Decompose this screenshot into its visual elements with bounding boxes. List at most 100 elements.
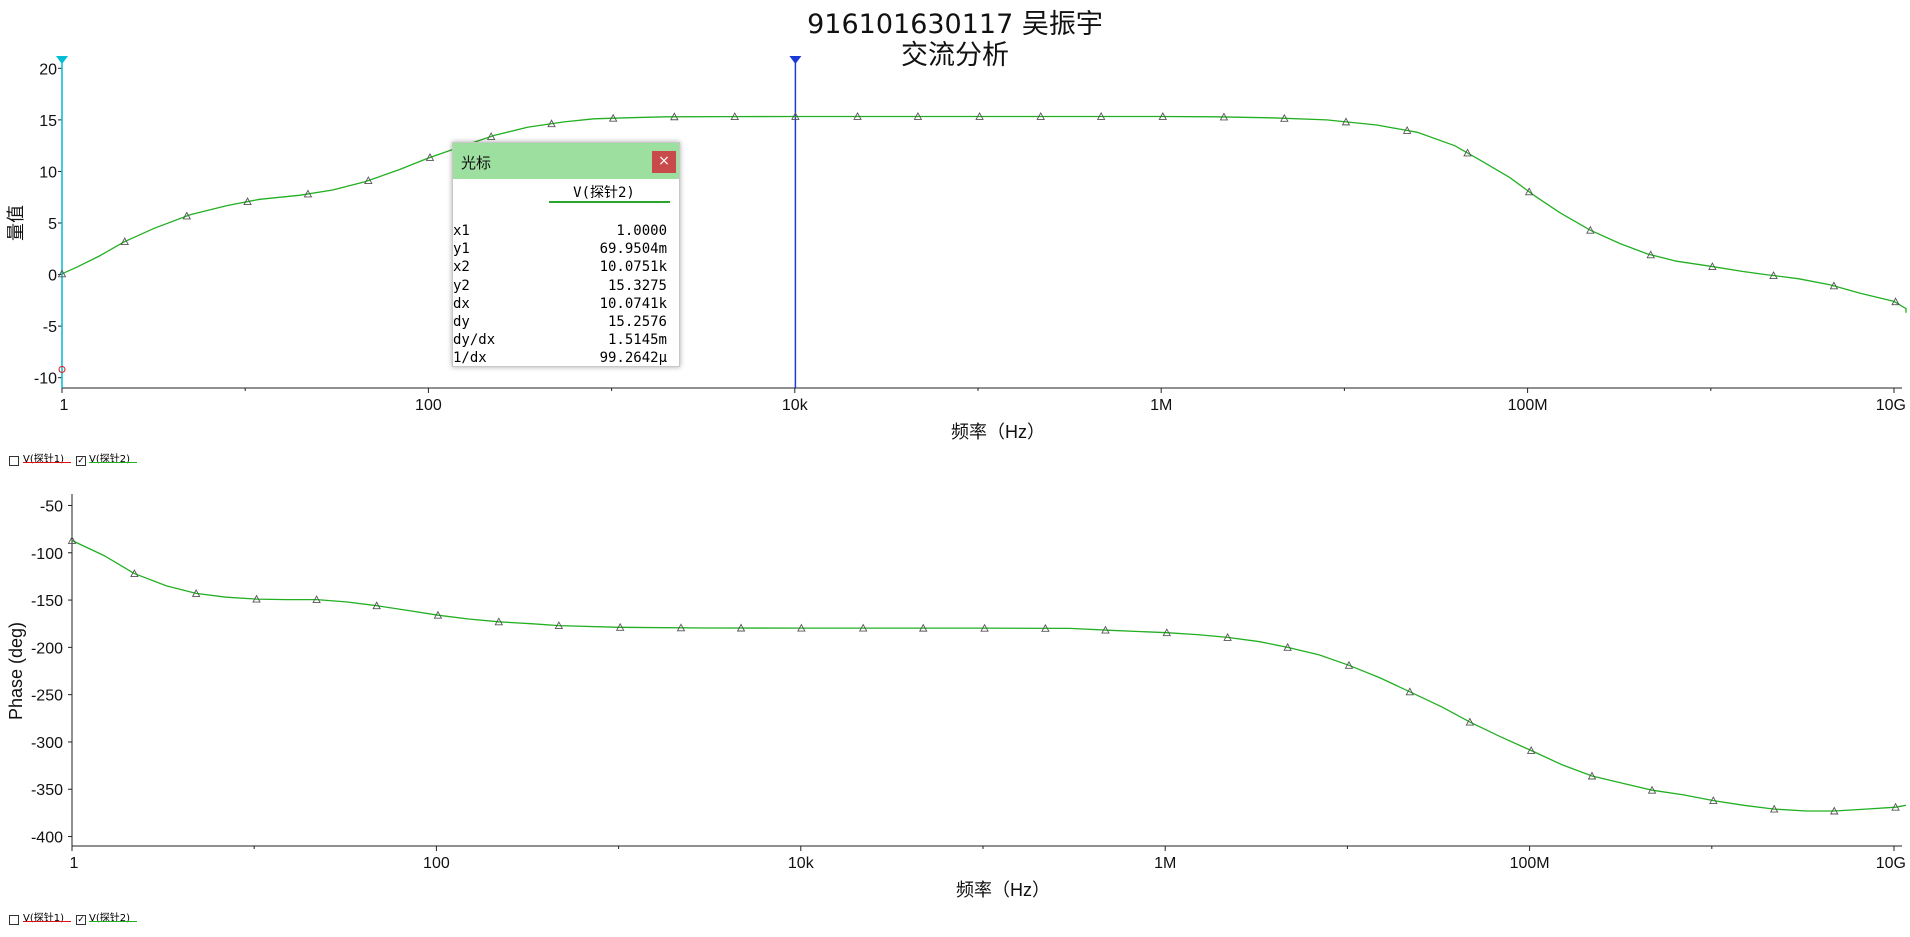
x-axis-label: 频率（Hz） [956,880,1050,900]
data-marker [797,623,806,632]
readout-key: dx [453,295,470,312]
data-marker [494,617,504,626]
y-tick-label: -350 [31,782,63,799]
y-tick-label: 20 [39,61,57,78]
data-marker [243,197,252,206]
data-marker [913,112,923,120]
legend-checkbox-probe1[interactable] [9,456,19,466]
y-tick-label: -400 [31,830,63,847]
cursor-window-trace-label: V(探针2) [573,185,635,201]
legend-checkbox-probe2[interactable]: ✓ [76,915,86,925]
x-tick-label: 100M [1508,397,1548,414]
data-marker [120,237,129,246]
data-marker [1524,187,1534,196]
data-marker [919,623,928,632]
data-marker [1344,660,1354,669]
data-marker [1162,628,1172,637]
readout-key: x2 [453,259,470,276]
readout-row: x2 10.0751k [453,258,679,276]
x-tick-label: 100 [415,397,442,414]
legend-label-probe2: V(探针2) [89,454,131,465]
y-tick-label: -100 [31,546,63,563]
data-marker [1405,687,1415,696]
cursor-2-flag [789,56,802,64]
readout-value: 69.9504m [599,241,667,258]
data-marker [670,112,679,121]
data-marker [736,623,746,632]
cursor-1-flag [56,56,68,64]
legend-line-probe1 [23,462,71,463]
x-tick-label: 100 [423,855,450,872]
legend-label-probe1: V(探针1) [23,454,65,465]
legend-line-probe2 [89,921,137,922]
legend-label-probe1: V(探针1) [23,913,65,924]
cursor-readout-table: x1 1.0000 y1 69.9504m x2 10.0751k y2 15.3275… [453,222,679,368]
readout-row: x1 1.0000 [453,222,679,240]
data-marker [191,588,201,597]
y-tick-label: -300 [31,735,63,752]
close-button[interactable]: × [652,151,676,173]
readout-row: dy/dx 1.5145m [453,331,679,349]
data-marker [1402,125,1412,134]
y-tick-label: -250 [31,688,63,705]
readout-value: 1.5145m [607,332,667,349]
x-tick-label: 10k [788,855,815,872]
chart-subtitle: 交流分析 [901,40,1009,71]
cursor-window-header[interactable]: 光标 × [453,143,679,179]
readout-value: 10.0741k [599,295,667,312]
cursor-window-trace-line [549,201,670,203]
data-marker [303,189,313,198]
cursor-window[interactable]: 光标 × V(探针2) x1 1.0000 y1 69.9504m x2 10.075… [452,142,680,367]
readout-value: 1.0000 [616,223,667,239]
x-tick-label: 10G [1876,397,1906,414]
readout-value: 15.2576 [607,313,667,330]
data-marker [433,610,443,619]
trace-line-probe2 [71,539,1907,812]
x-axis-label: 频率（Hz） [951,422,1045,442]
data-marker [1769,271,1778,279]
data-marker [1829,281,1839,290]
data-marker [1587,771,1597,780]
readout-key: 1/dx [453,350,487,367]
readout-value: 10.0751k [599,259,667,276]
y-axis-label: 量值 [6,205,26,241]
x-tick-label: 100M [1510,855,1550,872]
data-marker [730,112,739,121]
trace-line-probe2 [61,115,1907,313]
x-tick-label: 1M [1150,397,1172,414]
data-marker [980,623,989,632]
readout-key: dy/dx [453,332,496,349]
data-marker [615,622,625,631]
readout-row: 1/dx 99.2642μ [453,349,679,367]
data-marker [791,112,800,120]
data-marker [1830,806,1839,815]
data-marker [1219,112,1229,121]
y-tick-label: 15 [39,113,57,130]
data-marker [425,153,435,161]
legend-line-probe1 [23,921,71,922]
data-marker [1526,746,1536,754]
readout-key: dy [453,313,470,330]
x-tick-label: 10G [1876,855,1906,872]
data-marker [1647,785,1657,794]
x-tick-label: 1 [70,855,79,872]
data-marker [1586,225,1595,234]
data-marker [57,269,67,278]
data-marker [1041,623,1050,632]
data-marker [130,569,139,578]
legend-checkbox-probe1[interactable] [9,915,19,925]
chart-title: 916101630117 吴振宇 [807,9,1103,40]
y-tick-label: -150 [31,593,63,610]
data-marker [858,623,868,632]
data-marker [1769,804,1779,813]
readout-key: y1 [453,241,470,258]
data-marker [1891,297,1900,306]
legend-checkbox-probe2[interactable]: ✓ [76,456,86,466]
data-marker [67,536,77,544]
x-tick-label: 1M [1154,855,1176,872]
data-marker [1341,117,1351,126]
readout-value: 15.3275 [607,277,667,294]
y-tick-label: -5 [43,319,57,336]
data-marker [364,176,373,184]
